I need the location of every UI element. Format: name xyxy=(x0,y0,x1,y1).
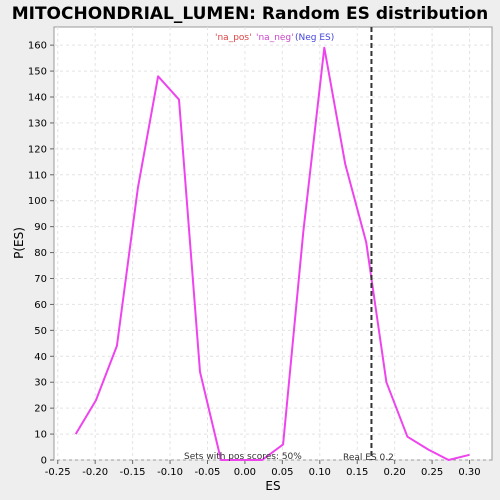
y-tick-label: 110 xyxy=(28,170,47,181)
x-tick-label: 0.30 xyxy=(458,467,480,478)
x-tick-label: 0.15 xyxy=(346,467,368,478)
y-tick-label: 40 xyxy=(34,352,47,363)
legend-na-neg: 'na_neg' xyxy=(256,33,294,43)
y-tick-label: 120 xyxy=(28,144,47,155)
x-tick-label: -0.10 xyxy=(157,467,183,478)
chart-title: MITOCHONDRIAL_LUMEN: Random ES distribut… xyxy=(12,4,489,24)
x-tick-label: 0.10 xyxy=(309,467,331,478)
y-axis-label: P(ES) xyxy=(12,227,26,259)
x-tick-label: -0.05 xyxy=(195,467,221,478)
y-tick-label: 50 xyxy=(34,326,47,337)
grid xyxy=(54,27,492,461)
x-tick-label: 0.05 xyxy=(271,467,293,478)
y-tick-label: 100 xyxy=(28,196,47,207)
y-tick-label: 80 xyxy=(34,248,47,259)
y-tick-label: 30 xyxy=(34,378,47,389)
legend-neg-es: (Neg ES) xyxy=(295,33,334,43)
y-tick-label: 140 xyxy=(28,93,47,104)
y-tick-label: 10 xyxy=(34,430,47,441)
x-tick-label: -0.15 xyxy=(120,467,146,478)
y-tick-label: 0 xyxy=(41,456,47,467)
series-line xyxy=(74,46,470,461)
real-es-label: Real ES 0.2 xyxy=(343,453,394,463)
x-tick-label: -0.25 xyxy=(45,467,71,478)
legend: 'na_pos' 'na_neg' (Neg ES) xyxy=(215,33,334,43)
x-axis-label: ES xyxy=(265,479,280,493)
x-tick-label: 0.00 xyxy=(234,467,256,478)
x-tick-label: 0.20 xyxy=(384,467,406,478)
y-tick-label: 130 xyxy=(28,118,47,129)
y-tick-label: 150 xyxy=(28,67,47,78)
y-tick-label: 60 xyxy=(34,300,47,311)
y-tick-label: 70 xyxy=(34,274,47,285)
series xyxy=(74,46,470,461)
legend-na-pos: 'na_pos' xyxy=(215,33,252,43)
x-axis-ticks: -0.25 -0.20 -0.15 -0.10 -0.05 0.00 0.05 0.10 0.1… xyxy=(45,460,481,478)
y-tick-label: 20 xyxy=(34,404,47,415)
x-tick-label: 0.25 xyxy=(421,467,443,478)
plot-area xyxy=(53,26,493,461)
y-tick-label: 160 xyxy=(28,41,47,52)
y-axis-ticks: 0 10 20 30 40 50 60 70 80 90 100 110 120 130 140 150 160 xyxy=(28,41,54,467)
y-tick-label: 90 xyxy=(34,222,47,233)
x-tick-label: -0.20 xyxy=(82,467,108,478)
pos-scores-annotation: Sets with pos scores: 50% xyxy=(184,452,302,462)
